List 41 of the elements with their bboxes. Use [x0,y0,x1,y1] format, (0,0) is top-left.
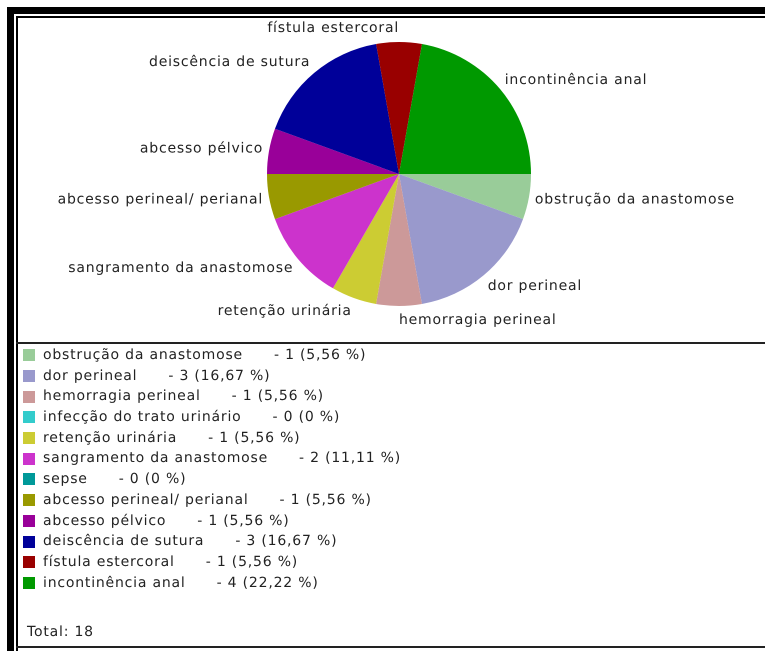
slice-label: abcesso perineal/ perianal [58,191,264,208]
slice-label: retenção urinária [218,303,352,320]
text: - 0 (0 %) [118,471,186,488]
pie-slice [399,174,531,220]
legend-label: abcesso perineal/ perianal [43,490,249,510]
pie-slice [376,174,422,306]
slice-label: hemorragia perineal [398,312,557,328]
data-label: - 1 (5,56 %) [208,430,300,446]
pie-slice [332,174,399,304]
slice-label: abcesso pélvico [140,140,264,157]
legend-label: obstrução da anastomose [43,346,243,365]
data-label: - 3 (16,67 %) [235,533,338,550]
data-label: - 4 (22,22 %) [216,574,319,591]
legend-label: sangramento da anastomose [43,449,268,468]
slice-label: sangramento da anastomose [68,260,294,276]
legend-label: retenção urinária [43,428,178,448]
pie-slice [267,128,399,174]
data-label: - 1 (5,56 %) [232,388,324,404]
legend-label: sepse [43,470,88,490]
legend-label: deiscência de sutura [43,532,204,552]
legend-label: fístula estercoral [43,552,175,572]
pie-slice [376,42,422,174]
slice-label: dor perineal [488,278,582,294]
text: - 0 (0 %) [272,409,340,426]
data-label: - 1 (5,56 %) [274,347,366,363]
data-label: - 1 (5,56 %) [280,492,372,508]
legend-label: abcesso pélvico [43,512,166,530]
pie-slice [267,174,399,220]
slice-label: obstrução da anastomose [534,191,735,208]
slice-label: incontinência anal [504,72,648,88]
legend-label: infecção do trato urinário [43,408,242,428]
data-label: - 3 (16,67 %) [168,368,270,384]
text: Total: 18 [27,624,94,640]
slice-label: fístula estercoral [267,20,400,36]
data-label: - 2 (11,11 %) [299,450,402,466]
data-label: - 1 (5,56 %) [197,512,290,528]
legend-label: dor perineal [43,366,138,386]
legend-label: hemorragia perineal [43,387,201,406]
slice-label: deiscência de sutura [149,54,310,70]
data-label: - 1 (5,56 %) [206,554,298,570]
legend-label: incontinência anal [43,574,186,593]
